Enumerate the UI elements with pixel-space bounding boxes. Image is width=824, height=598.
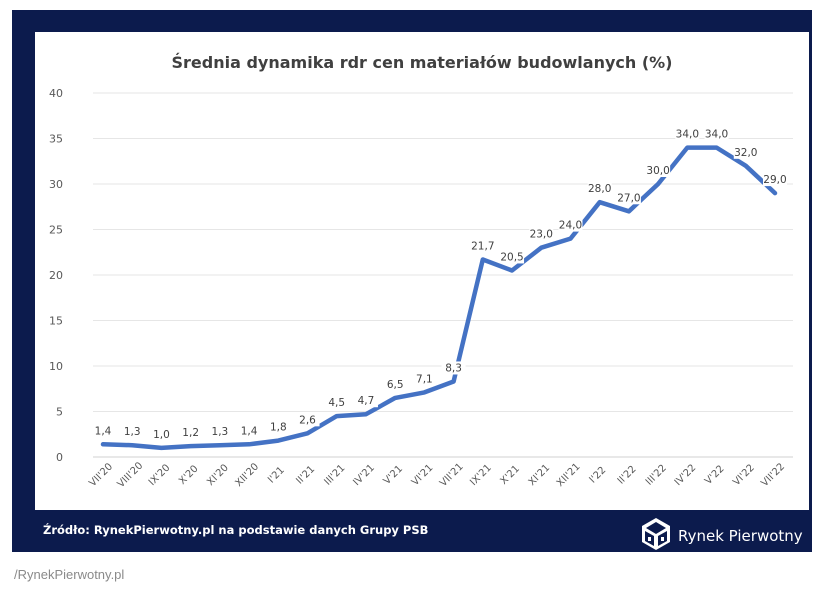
x-tick-label: II'22 bbox=[616, 464, 639, 487]
data-label: 2,6 bbox=[299, 414, 316, 426]
data-label-bg bbox=[441, 361, 466, 375]
data-label-bg bbox=[207, 425, 232, 439]
y-tick-label: 5 bbox=[56, 406, 63, 419]
data-label: 27,0 bbox=[617, 192, 640, 204]
chart-panel: Średnia dynamika rdr cen materiałów budo… bbox=[35, 32, 809, 510]
series-line bbox=[100, 145, 778, 451]
data-label: 1,2 bbox=[182, 427, 199, 439]
line-chart: Średnia dynamika rdr cen materiałów budo… bbox=[49, 53, 793, 490]
x-tick-label: XII'20 bbox=[233, 461, 261, 489]
data-label: 34,0 bbox=[676, 129, 699, 141]
data-label-bg bbox=[616, 191, 641, 205]
data-label: 1,8 bbox=[270, 422, 287, 434]
x-tick-label: IX'20 bbox=[147, 462, 173, 488]
x-tick-label: I'21 bbox=[266, 465, 287, 486]
x-tick-label: XI'20 bbox=[205, 462, 231, 488]
data-label-bg bbox=[266, 420, 291, 434]
x-tick-label: III'21 bbox=[322, 463, 347, 488]
brand-logo: Rynek Pierwotny bbox=[640, 518, 803, 554]
data-label-bg bbox=[91, 424, 115, 438]
infographic-frame: Średnia dynamika rdr cen materiałów budo… bbox=[12, 10, 812, 552]
data-label-bg bbox=[324, 396, 349, 410]
y-axis-ticks: 0 5 10 15 20 25 30 35 40 bbox=[49, 87, 63, 464]
y-tick-label: 25 bbox=[49, 224, 63, 237]
x-tick-label: XI'21 bbox=[527, 462, 553, 488]
data-label-bg bbox=[763, 173, 787, 187]
x-tick-label: VII'21 bbox=[438, 461, 466, 489]
data-label: 30,0 bbox=[646, 165, 669, 177]
data-label: 29,0 bbox=[763, 174, 786, 186]
data-labels: 1,4 1,3 1,0 1,2 1,3 1,4 1,8 2,6 4,5 4,7 6,5 7,1 8,3 2… bbox=[91, 127, 787, 441]
data-label: 6,5 bbox=[387, 379, 404, 391]
x-tick-label: VI'22 bbox=[731, 462, 757, 488]
data-label-bg bbox=[704, 127, 729, 141]
data-label: 23,0 bbox=[530, 229, 553, 241]
y-tick-label: 15 bbox=[49, 315, 63, 328]
data-label-bg bbox=[353, 394, 378, 408]
x-tick-label: X'21 bbox=[498, 463, 522, 487]
data-label-bg bbox=[149, 427, 174, 441]
data-label: 1,3 bbox=[124, 426, 141, 438]
data-label-bg bbox=[733, 145, 758, 159]
x-tick-label: I'22 bbox=[588, 465, 609, 486]
brand-name: Rynek Pierwotny bbox=[678, 527, 803, 545]
data-label: 1,4 bbox=[241, 425, 258, 437]
y-tick-label: 35 bbox=[49, 133, 63, 146]
data-label: 4,7 bbox=[358, 395, 375, 407]
x-tick-label: IX'21 bbox=[468, 462, 494, 488]
x-tick-label: VIII'20 bbox=[116, 460, 146, 490]
x-tick-label: V'22 bbox=[703, 463, 727, 487]
data-label-bg bbox=[120, 425, 145, 439]
source-note: Źródło: RynekPierwotny.pl na podstawie d… bbox=[43, 523, 429, 537]
data-label: 1,4 bbox=[95, 425, 112, 437]
data-label-bg bbox=[383, 377, 408, 391]
data-label-bg bbox=[529, 227, 554, 241]
data-label-bg bbox=[237, 424, 262, 438]
data-label-bg bbox=[558, 218, 583, 232]
data-label: 4,5 bbox=[328, 397, 345, 409]
chart-title: Średnia dynamika rdr cen materiałów budo… bbox=[172, 53, 673, 72]
data-label-bg bbox=[295, 413, 320, 427]
x-tick-label: VII'22 bbox=[759, 461, 787, 489]
data-label-bg bbox=[646, 164, 671, 177]
x-axis-ticks: VII'20 VIII'20 IX'20 X'20 XI'20 XII'20 I'21 II'… bbox=[87, 460, 787, 490]
data-label-bg bbox=[500, 250, 525, 264]
x-tick-label: II'21 bbox=[294, 464, 317, 487]
data-label: 20,5 bbox=[500, 251, 523, 263]
x-tick-label: III'22 bbox=[644, 463, 669, 488]
data-label: 28,0 bbox=[588, 183, 611, 195]
data-label: 24,0 bbox=[559, 220, 582, 232]
data-label: 7,1 bbox=[416, 373, 433, 385]
gridlines bbox=[93, 92, 793, 458]
data-label-bg bbox=[178, 426, 203, 440]
y-tick-label: 10 bbox=[49, 360, 63, 373]
x-tick-label: IV'22 bbox=[673, 462, 699, 488]
y-tick-label: 40 bbox=[49, 87, 63, 100]
x-tick-label: IV'21 bbox=[351, 462, 377, 488]
x-tick-label: VII'20 bbox=[87, 461, 115, 489]
data-label-bg bbox=[675, 127, 700, 141]
data-label: 34,0 bbox=[705, 129, 728, 141]
x-tick-label: X'20 bbox=[177, 463, 201, 487]
y-tick-label: 30 bbox=[49, 178, 63, 191]
x-tick-label: XII'21 bbox=[555, 461, 583, 489]
data-label-bg bbox=[470, 239, 495, 253]
data-label-bg bbox=[412, 372, 437, 386]
image-caption: /RynekPierwotny.pl bbox=[14, 567, 125, 582]
data-label: 21,7 bbox=[471, 241, 494, 253]
x-tick-label: V'21 bbox=[382, 463, 406, 487]
data-label: 32,0 bbox=[734, 147, 757, 159]
x-tick-label: VI'21 bbox=[410, 462, 436, 488]
y-tick-label: 0 bbox=[56, 451, 63, 464]
data-label-bg bbox=[587, 182, 612, 196]
data-label: 8,3 bbox=[445, 362, 462, 374]
y-tick-label: 20 bbox=[49, 269, 63, 282]
cube-logo-icon bbox=[640, 517, 672, 555]
data-label: 1,0 bbox=[153, 429, 170, 441]
data-label: 1,3 bbox=[212, 426, 229, 438]
